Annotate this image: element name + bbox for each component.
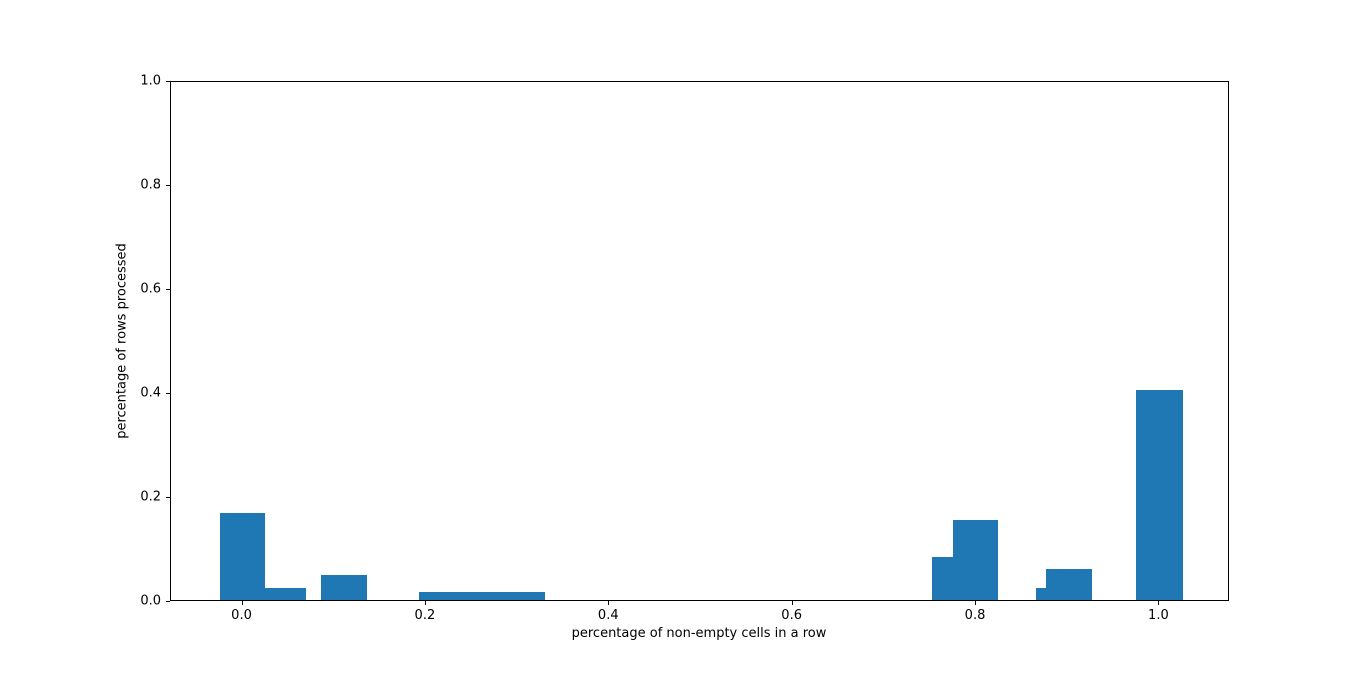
x-tick-label: 0.4 [597,608,619,623]
x-axis-label: percentage of non-empty cells in a row [571,626,827,641]
x-tick-mark [791,601,793,605]
x-tick-mark [1158,601,1160,605]
x-tick-label: 0.8 [964,608,986,623]
histogram-bar [418,592,546,600]
y-tick-mark [166,81,170,82]
histogram-bar [932,557,954,600]
y-tick-mark [166,601,170,602]
x-tick-mark [608,601,610,605]
y-tick-label: 0.6 [140,281,161,297]
histogram-bar [264,588,306,600]
histogram-bar [321,575,368,600]
x-tick-mark [241,601,243,605]
histogram-bar [1035,588,1046,600]
y-tick-label: 1.0 [140,73,161,89]
histogram-bar [1136,390,1184,600]
y-tick-mark [166,185,170,186]
y-axis-label: percentage of rows processed [114,243,130,439]
x-tick-label: 0.2 [414,608,436,623]
x-tick-label: 0.6 [781,608,802,623]
y-tick-label: 0.8 [140,177,161,193]
y-tick-mark [166,289,170,290]
y-tick-mark [166,497,170,498]
histogram-bar [1045,569,1092,600]
y-tick-label: 0.2 [140,489,161,505]
y-tick-label: 0.4 [140,385,161,401]
x-tick-label: 1.0 [1148,608,1169,623]
x-tick-label: 0.0 [231,608,252,623]
histogram-bar [953,520,999,600]
histogram-bar [219,513,265,600]
y-tick-label: 0.0 [140,593,161,609]
x-tick-mark [424,601,426,605]
plot-area [170,81,1229,601]
x-tick-mark [975,601,977,605]
y-tick-mark [166,393,170,394]
